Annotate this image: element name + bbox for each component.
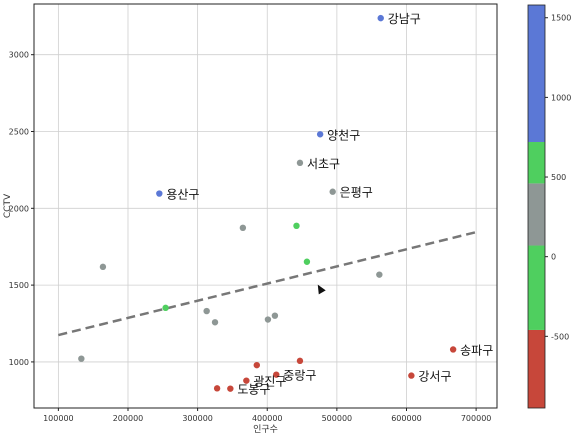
colorbar-band xyxy=(528,329,545,408)
y-tick-label: 2500 xyxy=(9,127,29,136)
y-tick-label: 1500 xyxy=(9,281,29,290)
y-tick-label: 2000 xyxy=(9,204,29,213)
point-label: 도봉구 xyxy=(237,383,270,397)
y-axis-label: CCTV xyxy=(3,193,13,218)
data-point xyxy=(78,355,85,362)
colorbar-tick-label: 1000 xyxy=(551,93,571,102)
colorbar-tick-label: -500 xyxy=(551,332,569,341)
data-point xyxy=(293,222,300,230)
point-label: 용산구 xyxy=(166,188,199,202)
data-point xyxy=(162,304,169,312)
data-point xyxy=(316,131,324,138)
x-axis-label: 인구수 xyxy=(253,424,278,433)
data-point xyxy=(303,258,311,265)
data-point xyxy=(156,190,163,197)
colorbar-band xyxy=(528,141,545,184)
x-tick-label: 700000 xyxy=(461,414,492,423)
data-point xyxy=(211,319,219,326)
data-point xyxy=(253,361,260,369)
point-label: 강서구 xyxy=(418,370,451,384)
point-label: 서초구 xyxy=(307,157,340,171)
data-point xyxy=(271,312,279,319)
colorbar: -500 0 500 1000 1500 xyxy=(527,4,571,409)
colorbar-tick-label: 0 xyxy=(551,253,556,262)
data-point xyxy=(408,372,415,379)
y-tick-label: 1000 xyxy=(9,358,29,367)
trend-line xyxy=(58,230,477,337)
point-label: 중랑구 xyxy=(283,369,316,383)
x-tick-label: 300000 xyxy=(182,414,213,423)
x-tick-label: 200000 xyxy=(113,414,144,423)
colorbar-frame xyxy=(527,4,546,409)
plot-frame xyxy=(33,3,498,409)
data-point xyxy=(239,224,247,232)
colorbar-band xyxy=(528,183,545,246)
data-point xyxy=(376,271,383,278)
data-point xyxy=(377,14,384,22)
data-point xyxy=(296,159,304,167)
point-label: 강남구 xyxy=(388,12,421,26)
data-point xyxy=(449,346,457,353)
points xyxy=(78,14,457,392)
data-point xyxy=(243,377,250,384)
trend-line-group xyxy=(58,230,477,337)
x-tick-label: 600000 xyxy=(391,414,422,423)
point-label: 광진구 xyxy=(253,375,286,389)
grid xyxy=(34,4,497,408)
colorbar-tick-label: 1500 xyxy=(551,14,571,23)
data-point xyxy=(99,263,107,271)
colorbar-tick-label: 500 xyxy=(551,173,566,182)
data-point xyxy=(213,385,221,392)
data-point xyxy=(203,307,210,315)
y-tick-label: 3000 xyxy=(9,51,29,60)
data-point xyxy=(264,316,272,323)
data-point xyxy=(329,188,336,195)
data-point xyxy=(296,357,304,365)
x-ticks: 100000 200000 300000 400000 500000 600000 7000… xyxy=(43,408,491,423)
point-label: 양천구 xyxy=(327,127,360,142)
y-ticks: 1000 1500 2000 2500 3000 xyxy=(9,51,34,367)
colorbar-band xyxy=(528,245,545,330)
data-point xyxy=(227,385,234,392)
x-tick-label: 500000 xyxy=(322,414,353,423)
data-point xyxy=(273,371,280,378)
colorbar-band xyxy=(528,5,545,142)
point-label: 송파구 xyxy=(460,343,493,357)
point-label: 은평구 xyxy=(340,186,373,200)
x-tick-label: 100000 xyxy=(43,414,74,423)
x-tick-label: 400000 xyxy=(252,414,283,423)
